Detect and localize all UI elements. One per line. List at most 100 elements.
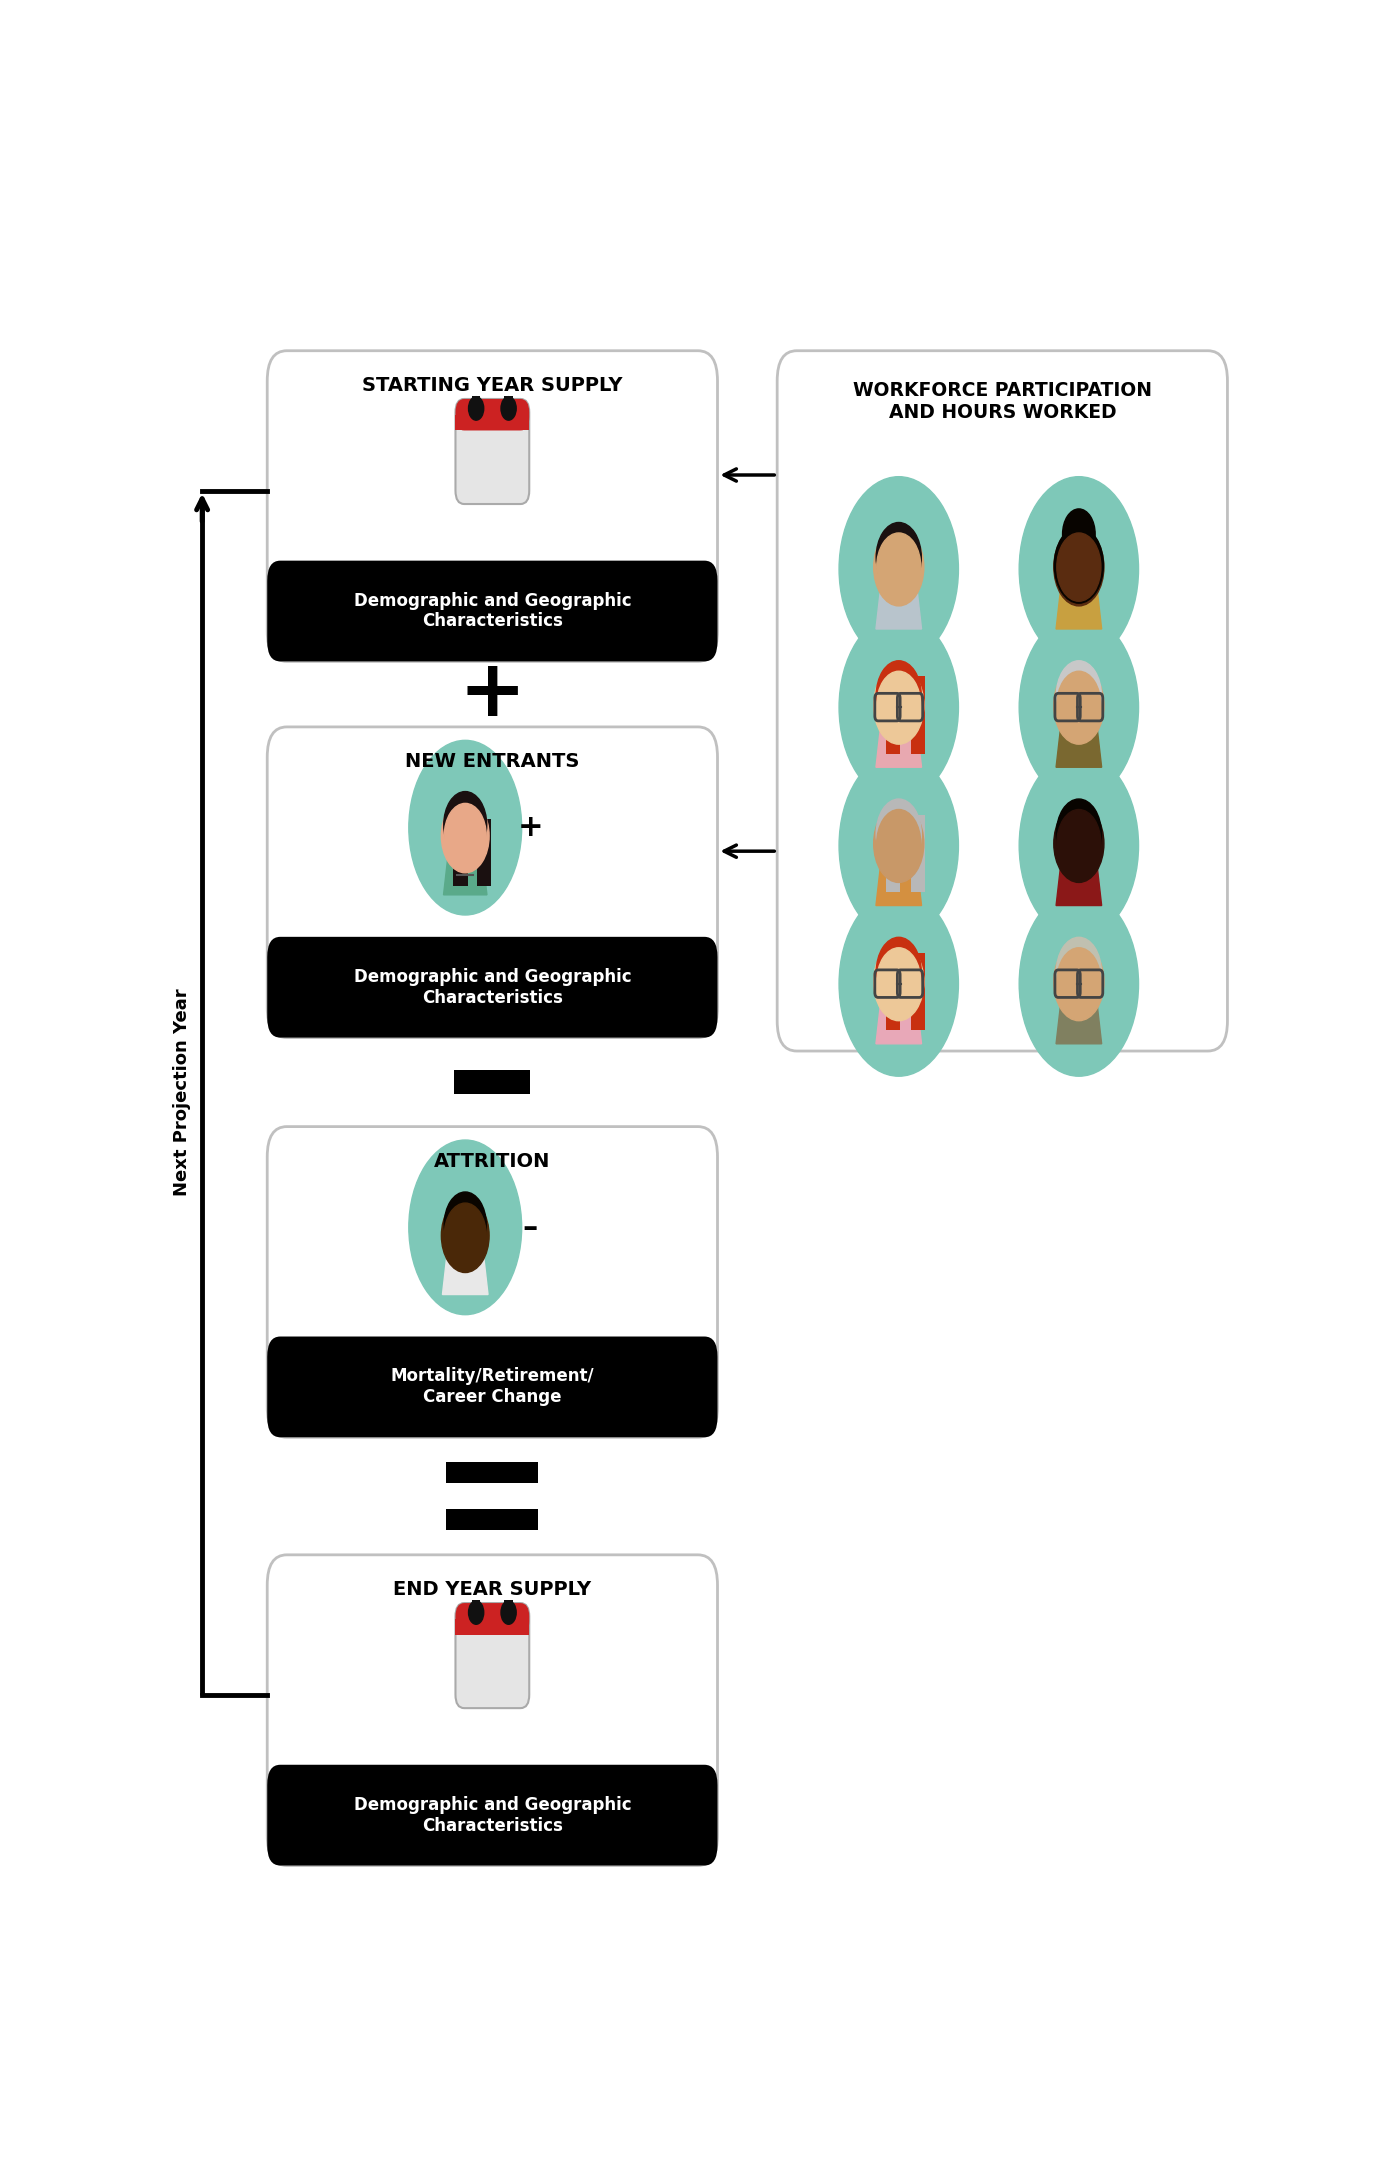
Polygon shape xyxy=(461,838,470,866)
Circle shape xyxy=(501,1601,517,1625)
Circle shape xyxy=(876,523,921,593)
Circle shape xyxy=(1057,809,1100,877)
Circle shape xyxy=(1019,478,1138,661)
Circle shape xyxy=(876,949,921,1016)
Circle shape xyxy=(501,397,517,421)
FancyBboxPatch shape xyxy=(455,1603,529,1634)
Bar xyxy=(472,1601,480,1612)
FancyBboxPatch shape xyxy=(267,1337,717,1437)
Circle shape xyxy=(839,615,959,800)
Bar xyxy=(886,953,900,1029)
FancyBboxPatch shape xyxy=(267,1764,717,1865)
Circle shape xyxy=(876,661,921,731)
Bar xyxy=(1074,979,1085,990)
FancyBboxPatch shape xyxy=(267,1555,717,1865)
FancyBboxPatch shape xyxy=(455,399,529,430)
Circle shape xyxy=(839,892,959,1075)
Circle shape xyxy=(874,528,924,606)
Circle shape xyxy=(839,478,959,661)
Bar xyxy=(886,676,900,755)
Circle shape xyxy=(839,752,959,938)
Circle shape xyxy=(874,805,924,883)
Polygon shape xyxy=(1056,707,1102,768)
Text: Demographic and Geographic
Characteristics: Demographic and Geographic Characteristi… xyxy=(354,591,631,630)
Bar xyxy=(455,1618,529,1634)
Text: +: + xyxy=(518,814,543,842)
Circle shape xyxy=(444,1193,486,1256)
FancyBboxPatch shape xyxy=(777,351,1228,1051)
Text: +: + xyxy=(459,654,526,733)
Text: Mortality/Retirement/
Career Change: Mortality/Retirement/ Career Change xyxy=(391,1367,594,1407)
Text: ATTRITION: ATTRITION xyxy=(434,1152,550,1171)
Circle shape xyxy=(1057,532,1100,602)
Circle shape xyxy=(469,1601,484,1625)
Text: Demographic and Geographic
Characteristics: Demographic and Geographic Characteristi… xyxy=(354,968,631,1008)
FancyBboxPatch shape xyxy=(267,561,717,661)
Bar xyxy=(1074,565,1085,576)
Text: STARTING YEAR SUPPLY: STARTING YEAR SUPPLY xyxy=(363,375,623,395)
Bar xyxy=(893,704,904,715)
Bar xyxy=(893,842,904,853)
Circle shape xyxy=(1063,508,1095,558)
Text: WORKFORCE PARTICIPATION
AND HOURS WORKED: WORKFORCE PARTICIPATION AND HOURS WORKED xyxy=(853,382,1152,421)
Polygon shape xyxy=(1056,569,1102,628)
Circle shape xyxy=(874,667,924,744)
Circle shape xyxy=(1019,752,1138,938)
FancyBboxPatch shape xyxy=(267,938,717,1038)
Bar xyxy=(447,1461,539,1483)
Circle shape xyxy=(874,942,924,1021)
Bar xyxy=(454,820,468,885)
Circle shape xyxy=(1019,615,1138,800)
Circle shape xyxy=(409,1141,522,1315)
FancyBboxPatch shape xyxy=(455,1603,529,1708)
Bar xyxy=(911,953,925,1029)
Circle shape xyxy=(1054,667,1105,744)
Bar xyxy=(886,814,900,892)
Circle shape xyxy=(444,792,487,857)
Polygon shape xyxy=(876,984,921,1045)
Circle shape xyxy=(876,672,921,739)
Polygon shape xyxy=(1056,984,1102,1045)
FancyBboxPatch shape xyxy=(267,351,717,661)
Circle shape xyxy=(876,532,921,602)
Circle shape xyxy=(1057,949,1100,1016)
Circle shape xyxy=(444,803,486,868)
Text: Demographic and Geographic
Characteristics: Demographic and Geographic Characteristi… xyxy=(354,1795,631,1834)
Bar xyxy=(504,1601,512,1612)
Circle shape xyxy=(441,1200,489,1272)
Circle shape xyxy=(1054,528,1103,604)
Circle shape xyxy=(469,397,484,421)
Polygon shape xyxy=(1056,846,1102,905)
Circle shape xyxy=(876,798,921,868)
Circle shape xyxy=(876,809,921,877)
Bar xyxy=(461,835,469,844)
Circle shape xyxy=(441,798,489,872)
Bar xyxy=(455,1071,531,1095)
Circle shape xyxy=(1057,661,1102,731)
Circle shape xyxy=(1057,938,1102,1008)
Bar xyxy=(472,395,480,408)
Bar xyxy=(447,1509,539,1531)
FancyBboxPatch shape xyxy=(267,1128,717,1437)
Bar xyxy=(455,414,529,430)
FancyBboxPatch shape xyxy=(455,399,529,504)
Circle shape xyxy=(1054,805,1105,883)
FancyBboxPatch shape xyxy=(267,726,717,1038)
Text: NEW ENTRANTS: NEW ENTRANTS xyxy=(405,752,580,772)
Bar xyxy=(893,979,904,990)
Circle shape xyxy=(444,1204,486,1267)
Circle shape xyxy=(876,938,921,1008)
Text: END YEAR SUPPLY: END YEAR SUPPLY xyxy=(393,1579,591,1599)
Polygon shape xyxy=(876,707,921,768)
Bar xyxy=(477,820,491,885)
Circle shape xyxy=(409,739,522,916)
Bar xyxy=(1074,842,1085,853)
Bar xyxy=(461,1234,469,1243)
Circle shape xyxy=(1057,672,1100,739)
Polygon shape xyxy=(442,1237,489,1296)
Text: –: – xyxy=(522,1213,538,1241)
Bar xyxy=(1074,704,1085,715)
Circle shape xyxy=(1054,942,1105,1021)
Bar xyxy=(893,565,904,576)
Circle shape xyxy=(1019,892,1138,1075)
